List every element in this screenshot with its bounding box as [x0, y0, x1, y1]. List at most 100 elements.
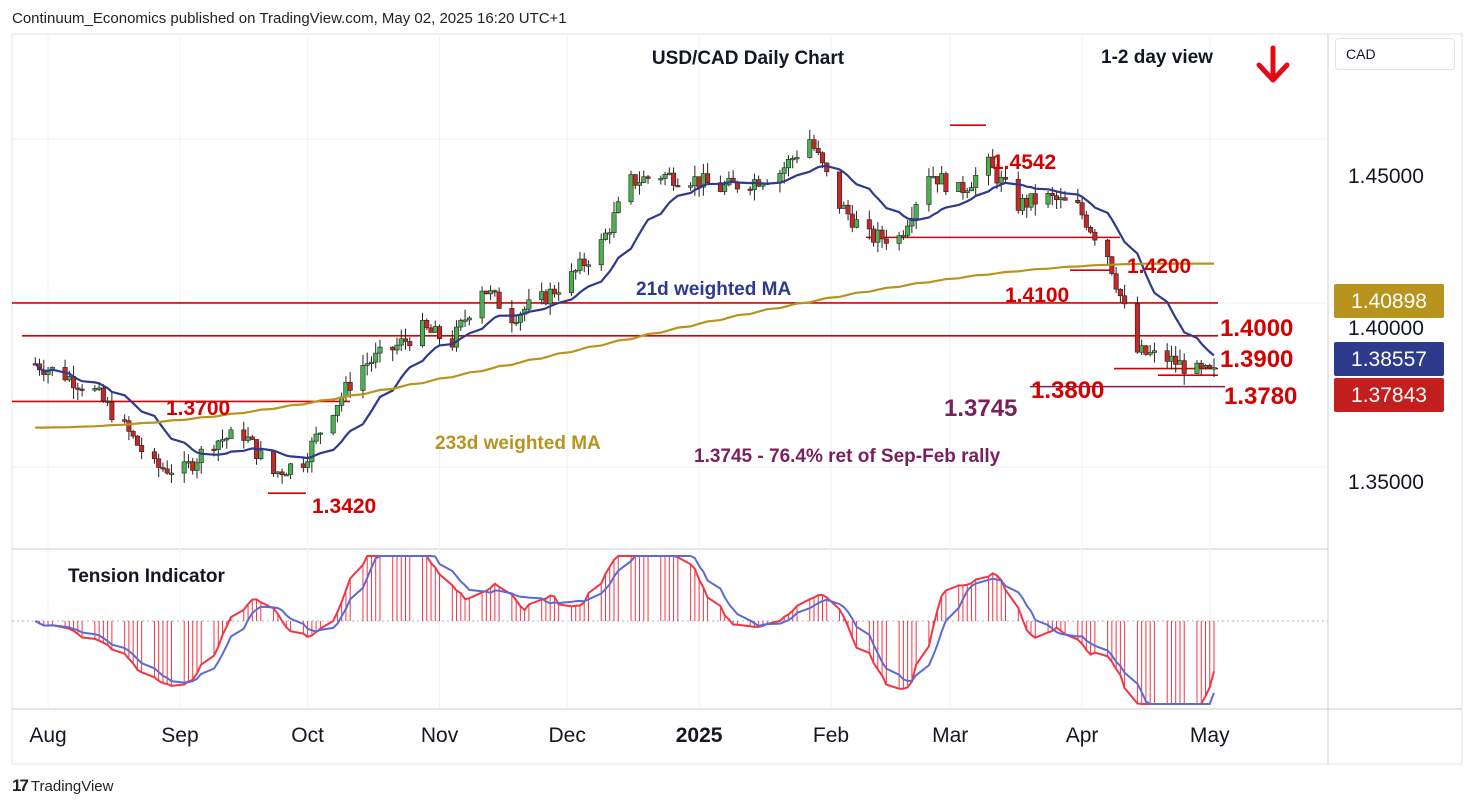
candle-body — [1143, 345, 1149, 355]
ma21-line — [34, 164, 1215, 460]
candle-body — [637, 182, 643, 186]
candle-body — [913, 204, 919, 219]
level-label-1-3800: 1.3800 — [1031, 377, 1104, 404]
candle-body — [598, 239, 604, 266]
candle-body — [1024, 197, 1030, 208]
candle-body — [513, 321, 519, 325]
candle-body — [305, 461, 311, 468]
candle-body — [1079, 202, 1085, 216]
candle-body — [1134, 303, 1140, 353]
level-lines — [12, 124, 1225, 495]
candle-body — [373, 352, 379, 363]
candle-body — [168, 472, 174, 475]
candle-body — [407, 341, 413, 347]
candle-body — [466, 317, 472, 321]
level-label-1-3780: 1.3780 — [1224, 383, 1297, 410]
candle-body — [492, 290, 498, 293]
candle-body — [883, 238, 889, 244]
time-axis-label: Nov — [421, 724, 459, 747]
candle-body — [551, 288, 557, 295]
level-label-1-4200: 1.4200 — [1127, 255, 1191, 278]
candle-body — [526, 299, 532, 310]
candle-body — [790, 158, 796, 161]
candle-body — [92, 388, 98, 391]
price-tick-1-40: 1.40000 — [1348, 317, 1424, 340]
candle-body — [956, 182, 962, 193]
candle-body — [377, 346, 383, 354]
candle-body — [134, 435, 140, 446]
candle-body — [602, 232, 608, 240]
candle-body — [126, 420, 132, 432]
candle-body — [543, 291, 549, 305]
candle-body — [1113, 273, 1119, 290]
tension-fast-line — [34, 555, 1215, 705]
candle-body — [645, 176, 651, 179]
time-axis-label: Dec — [549, 724, 586, 747]
candle-body — [1181, 360, 1187, 374]
level-label-1-4000: 1.4000 — [1220, 315, 1293, 342]
level-label-1-3900: 1.3900 — [1220, 346, 1293, 373]
candle-body — [905, 225, 911, 236]
ma21-label: 21d weighted MA — [636, 279, 791, 300]
publisher-line: Continuum_Economics published on Trading… — [12, 10, 567, 27]
candle-body — [722, 184, 728, 192]
candle-body — [662, 173, 668, 179]
candle-body — [1207, 364, 1213, 369]
candle-body — [675, 185, 681, 188]
candle-body — [164, 468, 170, 474]
price-tick-1-45: 1.45000 — [1348, 165, 1424, 188]
candle-body — [364, 363, 370, 366]
candle-body — [420, 320, 426, 347]
tension-label: Tension Indicator — [68, 566, 226, 587]
candle-body — [79, 388, 85, 391]
retrace-label: 1.3745 - 76.4% ret of Sep-Feb rally — [694, 446, 1001, 467]
ma233-label: 233d weighted MA — [435, 433, 601, 454]
time-axis-label: Apr — [1066, 724, 1099, 747]
currency-button[interactable]: CAD — [1335, 38, 1455, 70]
down-arrow-icon — [1256, 45, 1290, 83]
candle-body — [402, 338, 408, 342]
candle-body — [96, 387, 102, 390]
candle-body — [258, 450, 264, 459]
time-axis-label: Aug — [29, 724, 66, 747]
candle-body — [1105, 239, 1111, 257]
candle-body — [751, 179, 757, 190]
tradingview-mark-icon: 17 — [12, 776, 29, 795]
candle-body — [1168, 355, 1174, 362]
candle-body — [611, 212, 617, 233]
candle-body — [641, 176, 647, 183]
candle-body — [607, 232, 613, 235]
candle-body — [1083, 214, 1089, 228]
candle-body — [185, 461, 191, 464]
time-axis-labels: Aug Sep Oct Nov Dec 2025 Feb Mar Apr May — [29, 724, 1230, 747]
badge-last-price: 1.37843 — [1334, 378, 1444, 412]
candle-body — [628, 174, 634, 203]
candle-body — [241, 429, 247, 441]
candle-body — [1151, 350, 1157, 353]
tradingview-logo[interactable]: 17 TradingView — [12, 776, 114, 795]
candle-body — [1117, 288, 1123, 297]
candle-body — [841, 204, 847, 209]
svg-text:1.37843: 1.37843 — [1351, 384, 1427, 407]
chart-frame — [11, 33, 1463, 765]
candle-body — [428, 327, 434, 333]
candle-body — [1177, 360, 1183, 365]
candle-body — [1173, 355, 1179, 365]
candle-body — [1092, 231, 1098, 241]
candle-body — [1062, 197, 1068, 201]
tension-slow-line — [34, 555, 1215, 705]
candle-body — [1147, 352, 1153, 355]
candle-body — [1028, 193, 1034, 208]
candle-body — [66, 376, 72, 381]
candle-body — [347, 382, 353, 391]
candle-body — [462, 319, 468, 322]
level-label-1-3700: 1.3700 — [166, 397, 230, 420]
time-axis-label: Oct — [291, 724, 324, 747]
candle-body — [960, 182, 966, 193]
candle-body — [990, 156, 996, 169]
candle-body — [879, 229, 885, 240]
candle-body — [479, 290, 485, 319]
candle-body — [343, 382, 349, 398]
candle-body — [151, 451, 157, 460]
